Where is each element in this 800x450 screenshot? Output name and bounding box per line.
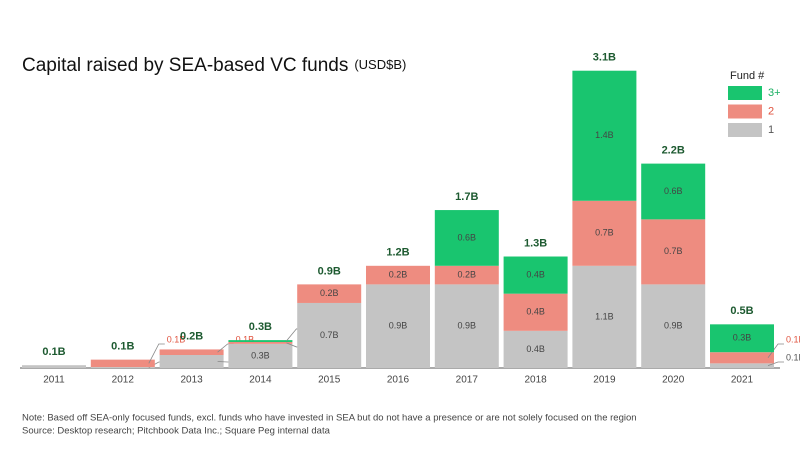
bar-segment	[641, 163, 706, 220]
bar-segment	[710, 363, 774, 368]
bar-segment	[90, 359, 155, 368]
x-tick-label: 2018	[524, 375, 547, 386]
bar-segment	[159, 349, 224, 355]
x-tick-label: 2020	[662, 375, 685, 386]
bar-segment	[228, 340, 293, 342]
segment-label: 0.7B	[664, 246, 683, 256]
x-tick-label: 2015	[318, 375, 341, 386]
total-label: 0.5B	[730, 305, 753, 317]
segment-label: 0.3B	[733, 333, 752, 343]
segment-label: 0.1B	[786, 334, 800, 344]
title-main: Capital raised by SEA-based VC funds	[22, 55, 348, 76]
source: Source: Desktop research; Pitchbook Data…	[22, 426, 331, 437]
bar-segment	[297, 302, 362, 368]
bar-segment	[572, 70, 637, 201]
segment-label: 0.7B	[320, 330, 339, 340]
bar-segment	[572, 265, 637, 368]
x-tick-label: 2021	[731, 375, 754, 386]
bar-segment	[22, 365, 86, 368]
total-label: 1.2B	[386, 247, 409, 259]
bar-segment	[159, 354, 224, 368]
bar-segment	[710, 352, 774, 364]
segment-label: 0.9B	[389, 321, 408, 331]
segment-label: 0.9B	[458, 321, 477, 331]
total-label: 0.9B	[318, 265, 341, 277]
bar-segment	[503, 330, 568, 368]
segment-label: 0.7B	[595, 228, 614, 238]
legend-label: 2	[768, 105, 774, 117]
segment-label: 0.1B	[167, 334, 186, 344]
bar-segment	[641, 219, 706, 285]
bar-segment	[228, 343, 293, 368]
total-label: 2.2B	[662, 145, 685, 157]
legend-swatch	[728, 104, 762, 119]
bar-segment	[641, 284, 706, 368]
total-label: 1.3B	[524, 237, 547, 249]
total-label: 0.1B	[111, 341, 134, 353]
bar-segment	[572, 200, 637, 266]
legend-title: Fund #	[730, 70, 765, 82]
bar-segment	[503, 293, 568, 331]
x-tick-label: 2019	[593, 375, 616, 386]
segment-label: 0.9B	[664, 321, 683, 331]
segment-label: 0.1B	[786, 352, 800, 362]
bar-segment	[710, 324, 774, 353]
segment-label: 0.4B	[526, 344, 545, 354]
segment-label: 0.2B	[320, 288, 339, 298]
x-tick-label: 2011	[43, 375, 65, 386]
legend-swatch	[728, 86, 762, 100]
x-tick-label: 2014	[249, 375, 272, 386]
bar-segment	[90, 367, 155, 368]
x-tick-label: 2013	[180, 375, 203, 386]
x-tick-label: 2012	[112, 375, 135, 386]
total-label: 0.1B	[42, 346, 65, 358]
bar-segment	[503, 256, 568, 294]
segment-label: 0.6B	[664, 186, 683, 196]
bar-segment	[434, 265, 499, 285]
bar-segment	[434, 284, 499, 368]
x-tick-label: 2017	[456, 375, 479, 386]
chart-title: Capital raised by SEA-based VC funds (USD…	[22, 55, 406, 76]
segment-label: 1.4B	[595, 130, 614, 140]
leader-line	[767, 361, 784, 367]
segment-label: 0.4B	[526, 269, 545, 279]
segment-label: 1.1B	[595, 311, 614, 321]
note: Note: Based off SEA-only focused funds, …	[22, 413, 637, 424]
segment-label: 0.2B	[458, 269, 477, 279]
segment-label: 0.3B	[251, 350, 270, 360]
leader-line	[767, 343, 784, 359]
total-label: 1.7B	[455, 191, 478, 203]
segment-label: 0.2B	[389, 269, 408, 279]
legend-label: 1	[768, 124, 774, 136]
legend-swatch	[728, 123, 762, 137]
leader-line	[148, 343, 165, 364]
segment-label: 0.6B	[458, 232, 477, 242]
bar-segment	[228, 341, 293, 344]
total-label: 3.1B	[593, 52, 616, 64]
bar-segment	[366, 284, 430, 368]
bar-segment	[366, 265, 430, 285]
total-label: 0.2B	[180, 330, 203, 342]
title-unit: (USD$B)	[354, 57, 406, 72]
bar-segment	[434, 210, 499, 266]
bar-segment	[297, 284, 362, 303]
legend-label: 3+	[768, 87, 781, 99]
total-label: 0.3B	[249, 321, 272, 333]
x-tick-label: 2016	[387, 375, 410, 386]
segment-label: 0.1B	[236, 334, 255, 344]
segment-label: 0.4B	[526, 307, 545, 317]
